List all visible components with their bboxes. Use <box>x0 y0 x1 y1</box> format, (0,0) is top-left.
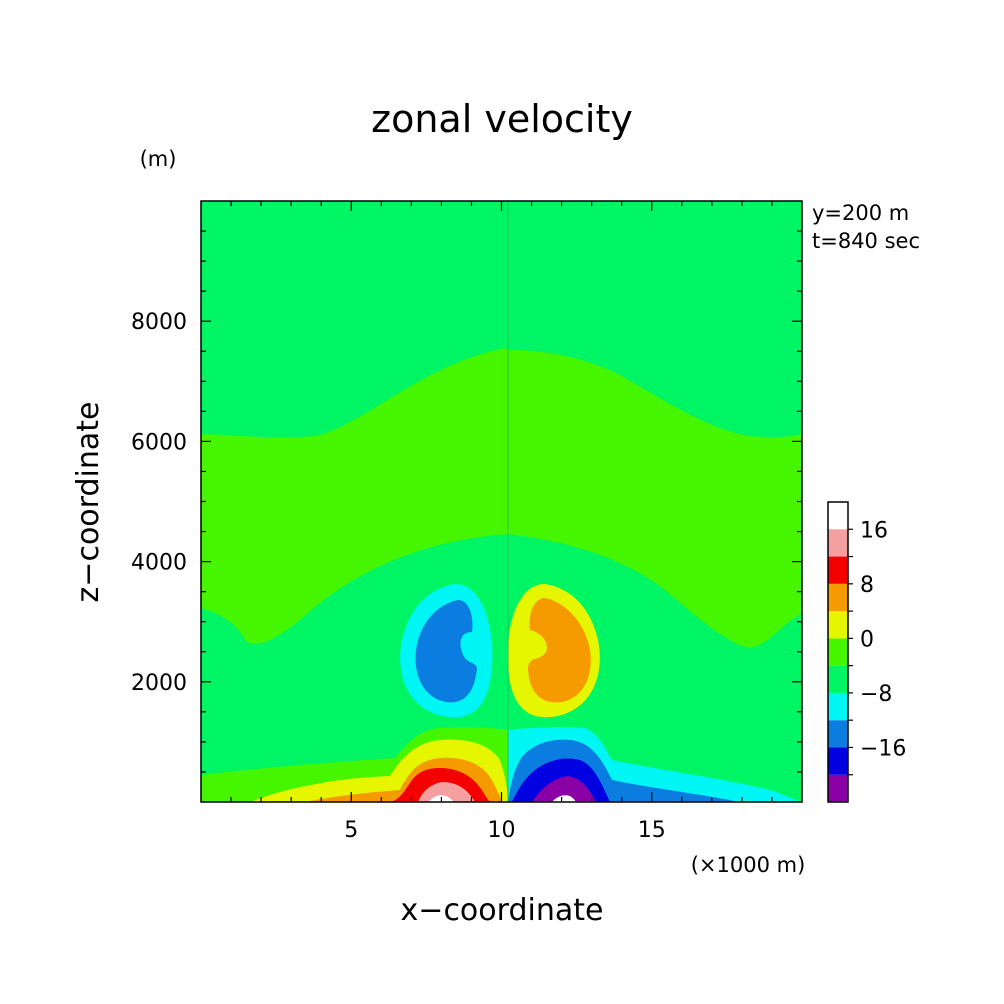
axes: 5 10 15 2000 4000 6000 8000 <box>131 201 802 843</box>
x-axis-label: x−coordinate <box>401 893 604 928</box>
contour-positive-lobe-inner <box>528 598 591 703</box>
colorbar-swatch <box>828 611 848 639</box>
colorbar-swatch <box>828 556 848 584</box>
x-tick-label: 10 <box>488 818 516 843</box>
colorbar-tick-label: 16 <box>860 518 888 543</box>
chart-title: zonal velocity <box>371 97 633 141</box>
y-tick-label: 8000 <box>131 310 187 335</box>
colorbar-swatch <box>828 665 848 693</box>
y-axis-label: z−coordinate <box>71 402 106 603</box>
contour-surface-left-20 <box>418 782 475 802</box>
colorbar-swatch <box>828 638 848 666</box>
x-tick-label: 15 <box>638 818 666 843</box>
colorbar-swatch <box>828 529 848 557</box>
colorbar-frame <box>827 501 849 803</box>
contour-surface-right-min <box>552 795 576 802</box>
annotation-t: t=840 sec <box>812 229 920 253</box>
colorbar-tick-label: 8 <box>860 573 874 598</box>
colorbar-swatch <box>828 692 848 721</box>
colorbar-tick-label: 0 <box>860 627 874 652</box>
colorbar-tick-label: −16 <box>860 736 906 761</box>
colorbar-swatch <box>828 747 848 775</box>
contour-field <box>201 201 802 802</box>
x-unit-label: (×1000 m) <box>691 853 806 877</box>
colorbar: −16 −8 0 8 16 <box>827 501 906 803</box>
y-tick-label: 2000 <box>131 671 187 696</box>
colorbar-swatch <box>828 720 848 748</box>
x-tick-label: 5 <box>344 818 358 843</box>
y-tick-label: 4000 <box>131 551 187 576</box>
colorbar-tick-label: −8 <box>860 682 892 707</box>
annotation-y: y=200 m <box>812 201 909 225</box>
colorbar-swatch <box>828 583 848 612</box>
y-unit-label: (m) <box>140 147 177 171</box>
colorbar-swatch <box>828 774 848 802</box>
contour-lower-background <box>201 534 802 802</box>
contour-negative-lobe-inner <box>415 600 477 703</box>
contour-surface-right-m16 <box>532 776 596 802</box>
y-tick-label: 6000 <box>131 430 187 455</box>
